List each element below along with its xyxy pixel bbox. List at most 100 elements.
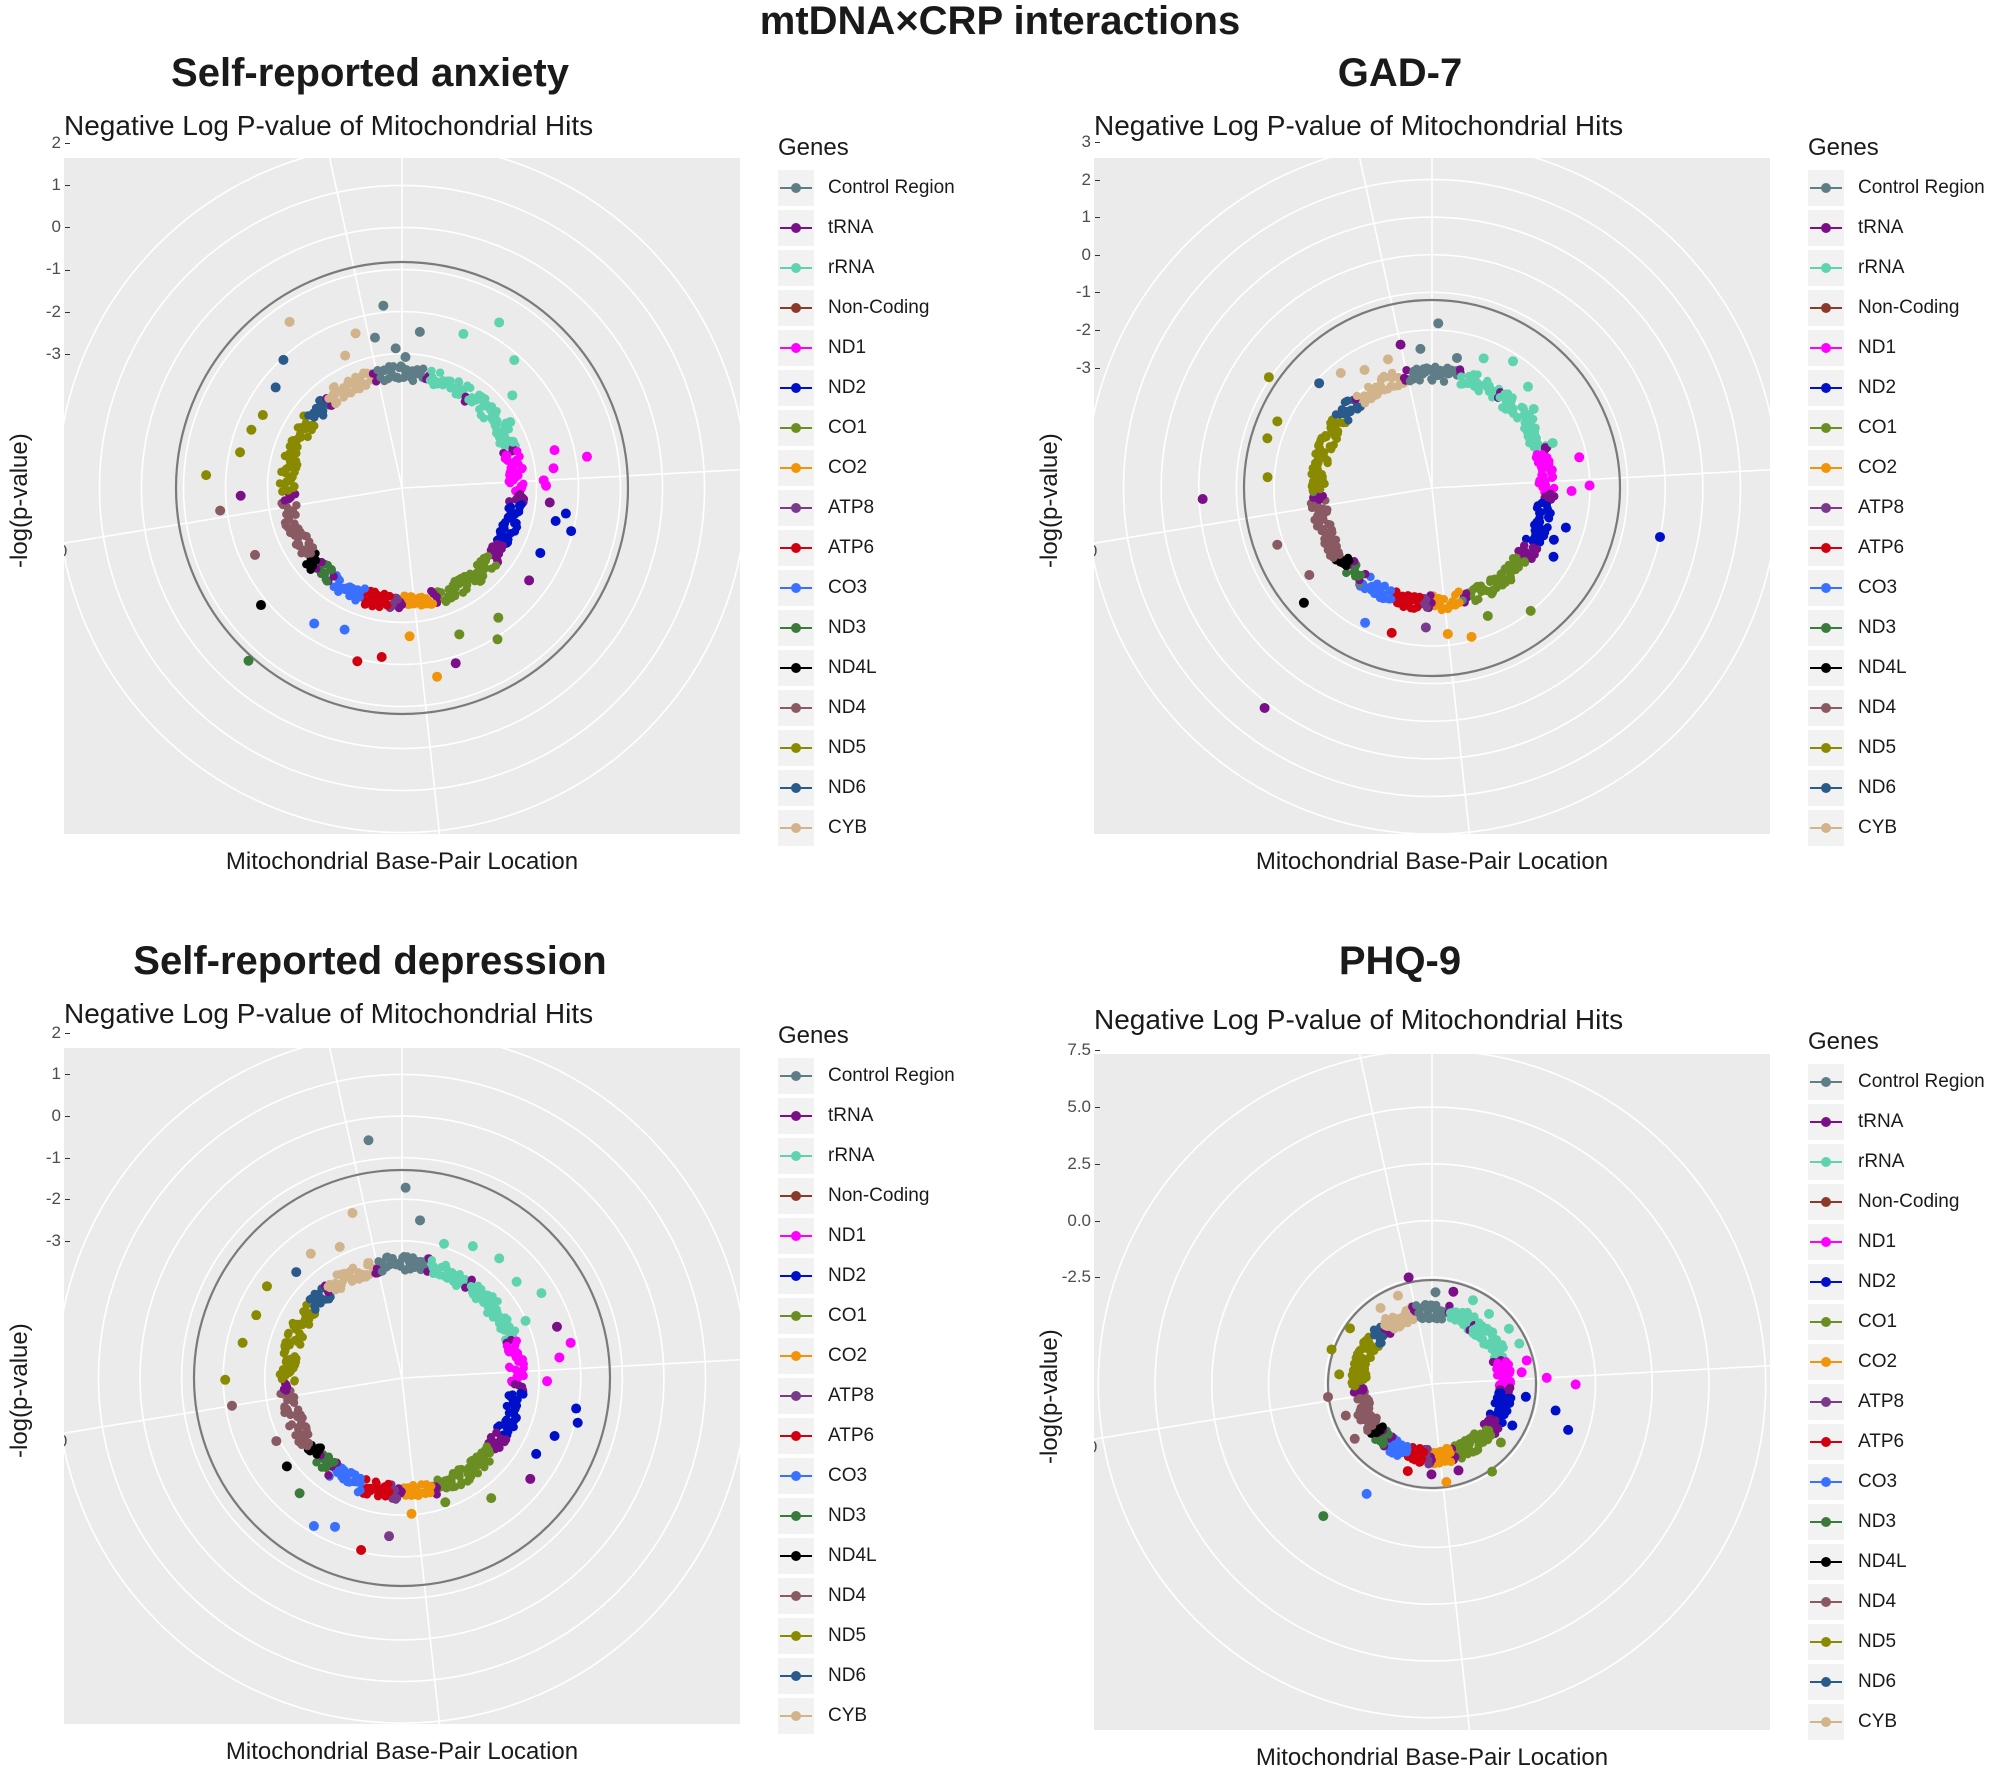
legend-item: ATP8 (1808, 1382, 2000, 1422)
snp-point (1453, 1465, 1464, 1476)
legend-dot (791, 663, 801, 673)
legend-dot (791, 1311, 801, 1321)
x-axis-label: Mitochondrial Base-Pair Location (225, 848, 579, 875)
snp-point (1541, 1372, 1552, 1383)
significance-threshold-circle (174, 260, 630, 716)
legend-item: ATP8 (778, 488, 993, 528)
snp-point (1507, 1420, 1518, 1431)
snp-point (535, 547, 546, 558)
legend-key (778, 450, 814, 486)
legend-item: Non-Coding (1808, 288, 2000, 328)
legend-dot (791, 823, 801, 833)
legend-label: CYB (828, 1705, 868, 1726)
snp-point (1521, 534, 1531, 544)
r-tick-mark (1095, 217, 1100, 219)
legend-label: CYB (828, 817, 868, 838)
legend-dot (1821, 423, 1831, 433)
legend-dot (791, 703, 801, 713)
angular-gridline (1358, 158, 1433, 489)
r-tick-label: 0 (52, 1106, 70, 1126)
angle-tick-label: 12000 (64, 541, 67, 560)
plot-area: 0400080001200016000 (64, 1048, 740, 1724)
r-tick-label: -3 (46, 344, 70, 364)
snp-point (378, 300, 389, 311)
r-tick-label: -1 (1076, 282, 1100, 302)
legend-item: ND6 (1808, 768, 2000, 808)
legend-dot (791, 583, 801, 593)
legend-title: Genes (1808, 1028, 1879, 1055)
snp-point (415, 1215, 426, 1226)
r-tick-mark (65, 311, 70, 313)
snp-point (509, 355, 520, 366)
r-tick-mark (65, 1074, 70, 1076)
snp-point (1527, 554, 1536, 564)
legend-dot (1821, 823, 1831, 833)
snp-point (511, 1276, 522, 1287)
snp-point (215, 505, 226, 516)
legend-dot (1821, 783, 1831, 793)
snp-point (549, 1430, 560, 1441)
snp-point (340, 350, 351, 361)
legend-key (1808, 770, 1844, 806)
legend-dot (1821, 1117, 1831, 1127)
snp-point (486, 1493, 497, 1504)
legend-dot (1821, 263, 1831, 273)
legend-label: Control Region (1858, 177, 1985, 198)
legend-key (778, 370, 814, 406)
legend-label: Non-Coding (828, 297, 930, 318)
snp-point (433, 1475, 442, 1484)
legend-key (1808, 610, 1844, 646)
snp-point (454, 378, 464, 387)
snp-point (1467, 1295, 1478, 1306)
legend-item: ND6 (778, 1656, 993, 1696)
snp-point (548, 463, 559, 474)
snp-point (1272, 416, 1283, 427)
legend-item: Control Region (1808, 1062, 2000, 1102)
legend-key (1808, 810, 1844, 846)
legend-label: ND2 (1858, 1271, 1897, 1292)
snp-point (501, 450, 512, 461)
legend-dot (1821, 583, 1831, 593)
legend-key (778, 210, 814, 246)
legend-dot (791, 543, 801, 553)
snp-point (1548, 551, 1559, 562)
snp-point (400, 1182, 411, 1193)
snp-point (1420, 622, 1431, 633)
legend-label: ND4L (828, 1545, 877, 1566)
legend-dot (1821, 1637, 1831, 1647)
r-tick-label: 1 (52, 1064, 70, 1084)
legend-item: ATP6 (1808, 528, 2000, 568)
snp-point (1566, 486, 1577, 497)
snp-point (291, 1267, 302, 1278)
legend-label: ND6 (1858, 1671, 1897, 1692)
snp-point (404, 631, 415, 642)
angular-gridline (1431, 468, 1770, 489)
legend-key (1808, 490, 1844, 526)
legend-item: ND2 (778, 1256, 993, 1296)
r-tick-mark (65, 1032, 70, 1034)
angular-gridline (401, 1377, 441, 1724)
snp-point (305, 1248, 316, 1259)
legend-title: Genes (778, 134, 849, 161)
legend-key (1808, 1264, 1844, 1300)
legend-dot (1821, 303, 1831, 313)
snp-point (324, 1471, 333, 1480)
legend-dot (1821, 1557, 1831, 1567)
legend-dot (791, 1391, 801, 1401)
snp-point (1340, 1410, 1351, 1421)
legend-dot (791, 1511, 801, 1521)
legend-item: ND2 (1808, 1262, 2000, 1302)
snp-point (235, 447, 246, 458)
legend-item: ND5 (778, 728, 993, 768)
snp-point (1466, 631, 1477, 642)
snp-point (1359, 364, 1370, 375)
snp-point (414, 326, 425, 337)
legend-label: CO2 (828, 1345, 868, 1366)
legend-item: ND4L (778, 648, 993, 688)
snp-point (394, 374, 404, 383)
legend-dot (1821, 663, 1831, 673)
legend-dot (791, 1471, 801, 1481)
snp-point (492, 634, 503, 645)
legend-dot (1821, 743, 1831, 753)
legend-item: ND6 (778, 768, 993, 808)
